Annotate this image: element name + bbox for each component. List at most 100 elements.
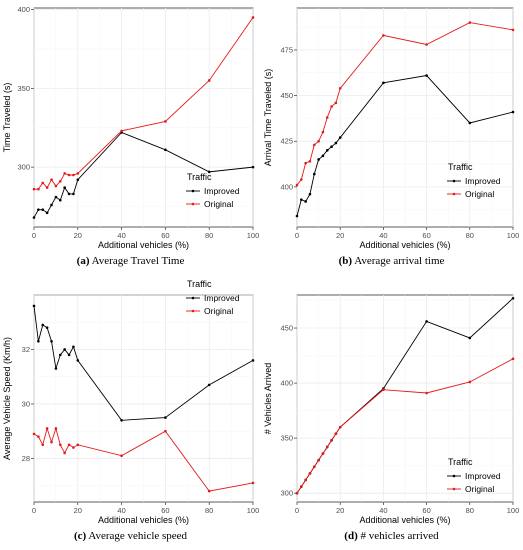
chart-panel-travel-time: 0 20 40 60 80 100 300 350 400 Additional vehicles… bbox=[0, 0, 261, 275]
data-point-improved bbox=[330, 145, 333, 148]
legend: Traffic Improved Original bbox=[186, 279, 240, 316]
y-tick-label: 450 bbox=[280, 91, 293, 100]
data-point-improved bbox=[325, 149, 329, 152]
x-tick-label: 20 bbox=[74, 506, 82, 515]
y-tick-label: 300 bbox=[280, 489, 293, 498]
legend-item-improved: Improved bbox=[186, 293, 240, 303]
x-tick-label: 100 bbox=[247, 506, 260, 515]
data-point-improved bbox=[304, 200, 307, 203]
legend-item-improved: Improved bbox=[186, 186, 240, 196]
legend-label: Improved bbox=[465, 176, 501, 186]
data-point-improved bbox=[321, 154, 325, 158]
data-point-improved bbox=[41, 323, 45, 327]
y-tick-label: 400 bbox=[17, 5, 30, 14]
x-axis-label: Additional vehicles (%) bbox=[98, 515, 189, 525]
series-original bbox=[295, 21, 515, 187]
data-point-original bbox=[330, 105, 333, 108]
data-point-original bbox=[338, 425, 342, 429]
x-tick-label: 100 bbox=[507, 506, 520, 515]
data-point-original bbox=[321, 130, 325, 134]
y-axis-label: Average Vehicle Speed (Km/h) bbox=[2, 337, 12, 460]
x-tick-label: 100 bbox=[507, 231, 520, 240]
data-point-improved bbox=[382, 81, 385, 85]
data-point-original bbox=[207, 79, 211, 82]
series-improved bbox=[32, 304, 255, 422]
data-point-original bbox=[251, 16, 255, 19]
caption-letter: (b) bbox=[338, 255, 353, 267]
x-tick-label: 40 bbox=[117, 506, 125, 515]
legend-label: Improved bbox=[465, 471, 501, 481]
x-tick-label: 40 bbox=[117, 231, 125, 240]
legend: Traffic Improved Original bbox=[447, 457, 501, 494]
chart-vehicles-arrived: 0 20 40 60 80 100 300 350 400 450 Additional vehic… bbox=[263, 294, 520, 525]
data-point-improved bbox=[164, 416, 167, 419]
x-tick-label: 80 bbox=[205, 506, 213, 515]
x-axis-label: Additional vehicles (%) bbox=[98, 240, 189, 250]
data-point-original bbox=[32, 432, 36, 436]
data-point-original bbox=[468, 21, 472, 24]
data-point-original bbox=[37, 187, 40, 191]
data-point-original bbox=[295, 183, 299, 187]
data-point-improved bbox=[37, 208, 40, 211]
caption-travel-time: (a) Average Travel Time bbox=[0, 255, 261, 267]
data-point-improved bbox=[511, 297, 515, 300]
legend-title: Traffic bbox=[187, 279, 212, 289]
series-improved bbox=[295, 74, 515, 218]
data-point-improved bbox=[308, 192, 312, 196]
data-point-original bbox=[334, 101, 338, 105]
chart-travel-time: 0 20 40 60 80 100 300 350 400 Additional vehicles… bbox=[2, 5, 260, 250]
caption-vehicles-arrived: (d) # vehicles arrived bbox=[261, 530, 522, 542]
data-point-original bbox=[251, 481, 255, 485]
x-tick-label: 60 bbox=[161, 506, 169, 515]
data-point-original bbox=[511, 28, 515, 32]
data-point-original bbox=[45, 427, 49, 430]
data-point-original bbox=[468, 380, 472, 384]
x-tick-label: 0 bbox=[32, 231, 36, 240]
data-point-improved bbox=[317, 158, 320, 161]
data-point-improved bbox=[468, 336, 472, 340]
x-tick-label: 80 bbox=[205, 231, 213, 240]
y-tick-label: 300 bbox=[17, 163, 30, 172]
data-point-original bbox=[120, 454, 123, 457]
data-point-improved bbox=[425, 74, 428, 77]
data-point-original bbox=[304, 161, 307, 165]
data-point-original bbox=[382, 34, 385, 37]
data-point-improved bbox=[425, 320, 428, 323]
data-point-improved bbox=[312, 172, 316, 176]
legend-item-improved: Improved bbox=[447, 176, 501, 186]
data-point-original bbox=[37, 435, 40, 438]
legend-label: Original bbox=[204, 306, 233, 316]
data-point-improved bbox=[164, 148, 167, 152]
legend-marker bbox=[191, 202, 195, 206]
data-point-improved bbox=[72, 345, 75, 349]
series-original bbox=[32, 426, 255, 493]
data-point-original bbox=[58, 180, 62, 183]
data-point-improved bbox=[45, 326, 49, 329]
data-point-original bbox=[317, 139, 320, 143]
data-point-original bbox=[164, 120, 167, 123]
data-point-improved bbox=[41, 208, 45, 211]
caption-text: # vehicles arrived bbox=[360, 530, 439, 542]
caption-vehicle-speed: (c) Average vehicle speed bbox=[0, 530, 261, 542]
caption-letter: (a) bbox=[76, 255, 90, 267]
x-tick-label: 40 bbox=[379, 231, 387, 240]
legend-title: Traffic bbox=[448, 457, 473, 467]
data-point-original bbox=[76, 172, 80, 175]
y-tick-label: 32 bbox=[22, 345, 30, 354]
data-point-original bbox=[308, 160, 312, 163]
data-point-improved bbox=[338, 136, 342, 139]
y-axis-label: Arrival Time Traveled (s) bbox=[263, 69, 273, 167]
legend-label: Improved bbox=[204, 186, 240, 196]
data-point-improved bbox=[76, 359, 80, 362]
y-tick-label: 400 bbox=[280, 182, 293, 191]
x-tick-label: 40 bbox=[379, 506, 387, 515]
data-point-original bbox=[207, 489, 211, 493]
x-tick-label: 100 bbox=[247, 231, 260, 240]
data-point-improved bbox=[32, 304, 36, 308]
data-point-original bbox=[50, 440, 53, 444]
data-point-original bbox=[325, 116, 329, 119]
data-point-original bbox=[41, 181, 45, 185]
data-point-original bbox=[72, 446, 75, 449]
data-point-original bbox=[50, 178, 53, 182]
x-axis-label: Additional vehicles (%) bbox=[359, 515, 450, 525]
